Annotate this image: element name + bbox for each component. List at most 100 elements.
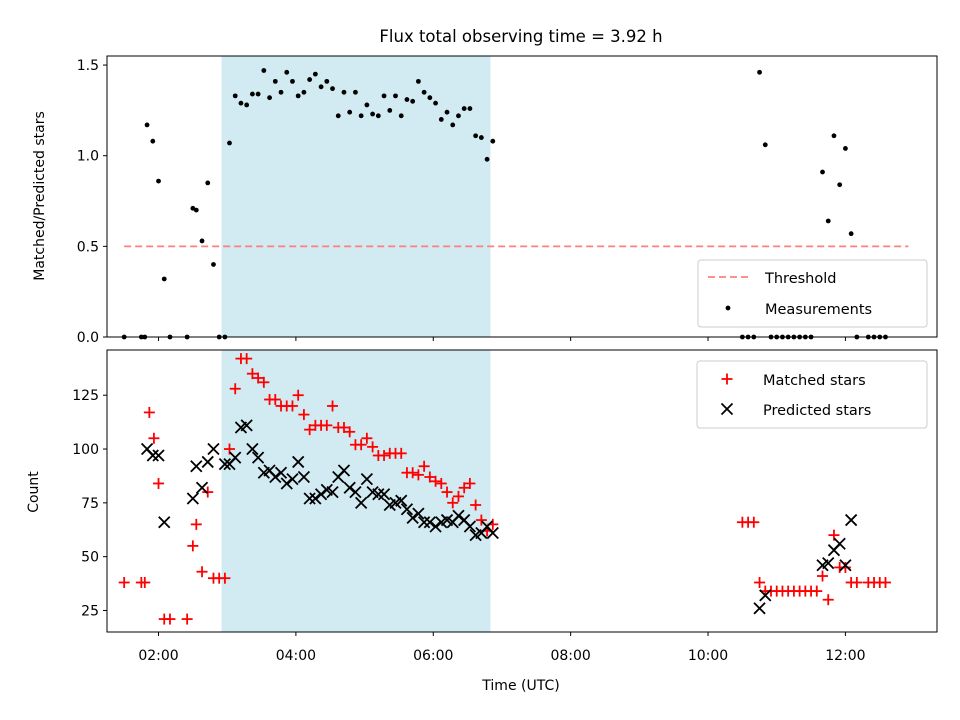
measurement-point (205, 180, 211, 186)
legend-plus-marker (721, 373, 733, 385)
predicted-point-b (320, 483, 333, 497)
predicted-point-b (201, 455, 214, 469)
matched-point (187, 540, 199, 552)
measurement-point (267, 95, 272, 101)
measurement-point (467, 106, 473, 111)
matched-point (148, 432, 160, 444)
predicted-point-b (440, 513, 454, 527)
bottom-y-tick-label: 25 (81, 603, 99, 619)
legend-x-marker-b (720, 402, 734, 416)
measurement-point (227, 140, 232, 146)
measurement-point (249, 91, 255, 97)
measurement-point (284, 69, 290, 75)
predicted-point-b (207, 442, 220, 456)
predicted-point (190, 460, 203, 473)
predicted-point-b (309, 492, 322, 505)
matched-point (321, 419, 333, 431)
predicted-point-b (360, 473, 374, 486)
matched-point (196, 566, 208, 578)
predicted-point-b (337, 464, 351, 477)
predicted-point (280, 477, 293, 490)
legend-measurements-label: Measurements (765, 302, 872, 318)
bottom-x-axis: 02:00 04:00 06:00 08:00 10:00 12:00 (138, 632, 866, 664)
measurement-point (375, 113, 381, 119)
top-marks (121, 68, 909, 340)
measurement-point (232, 93, 238, 99)
bottom-legend-box (696, 360, 928, 429)
predicted-point (292, 455, 305, 469)
predicted-point-b (146, 449, 159, 462)
bottom-y-axis-label: Count (26, 471, 42, 513)
measurement-point (156, 178, 161, 184)
predicted-point (406, 511, 419, 525)
measurement-point (324, 78, 330, 84)
measurement-point (456, 113, 461, 119)
matched-point (118, 576, 130, 588)
measurement-point (461, 106, 467, 111)
predicted-point (753, 602, 766, 615)
legend-predicted-swatch (720, 402, 734, 416)
bottom-x-tick-label: 12:00 (825, 648, 865, 664)
measurement-point (820, 169, 825, 175)
predicted-point-b (190, 460, 203, 473)
top-axes-frame (106, 55, 938, 338)
matched-point (258, 376, 270, 388)
measurement-point (387, 107, 393, 113)
measurement-point (295, 93, 301, 99)
measurement-point (843, 146, 848, 151)
legend-matched-label: Matched stars (763, 373, 866, 389)
measurement-point (757, 69, 762, 75)
measurement-point (450, 122, 456, 128)
bottom-y-tick-label: 75 (81, 496, 99, 512)
predicted-point (158, 516, 171, 529)
predicted-point (349, 485, 362, 499)
measurement-point (144, 122, 150, 128)
matched-point (252, 372, 264, 384)
predicted-point-b (423, 516, 436, 529)
top-y-axis-label: Matched/Predicted stars (32, 111, 48, 281)
predicted-point-b (186, 492, 199, 505)
predicted-point-b (286, 473, 299, 486)
measurement-point (290, 78, 295, 84)
measurement-point (358, 113, 364, 119)
predicted-point-b (759, 589, 772, 602)
predicted-point (297, 470, 311, 484)
matched-point (378, 449, 390, 461)
measurement-point (261, 68, 267, 73)
predicted-point-b (303, 492, 316, 505)
predicted-point (152, 449, 165, 462)
predicted-point-b (845, 513, 858, 527)
predicted-point (452, 509, 465, 522)
predicted-point-b (297, 470, 311, 484)
matched-point (817, 570, 829, 582)
top-y-tick-label: 1.5 (77, 58, 99, 74)
predicted-point (355, 496, 368, 509)
measurement-point (398, 113, 404, 119)
matched-point (202, 486, 214, 498)
measurement-point (427, 95, 433, 101)
measurement-point (473, 133, 479, 139)
predicted-point (463, 520, 477, 533)
matched-point (748, 516, 760, 528)
predicted-point (274, 466, 288, 479)
bottom-x-tick-label: 10:00 (688, 648, 728, 664)
predicted-point (343, 481, 356, 494)
predicted-point (201, 455, 214, 469)
measurement-point (244, 102, 250, 108)
bottom-panel: 25 50 75 100 125 02:00 04:00 06:00 08:00 10:00 12… (26, 349, 938, 694)
predicted-point (822, 556, 835, 570)
measurement-point (490, 138, 496, 144)
predicted-point-b (400, 503, 414, 516)
matched-point (304, 424, 316, 436)
predicted-point-b (152, 449, 165, 462)
predicted-point-b (269, 470, 282, 484)
measurement-point (404, 97, 410, 102)
measurement-point (364, 102, 370, 108)
predicted-point-b (292, 455, 305, 469)
predicted-point-b (240, 419, 253, 432)
matched-point (447, 497, 459, 509)
measurement-point (444, 109, 450, 115)
predicted-point (412, 507, 425, 520)
matched-point (367, 441, 379, 453)
